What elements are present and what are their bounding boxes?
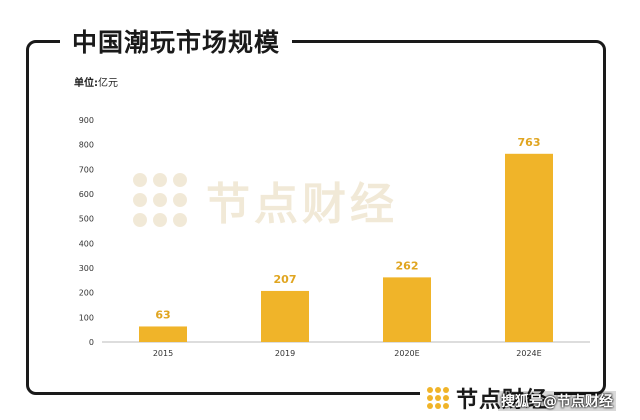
y-tick-label: 100 bbox=[79, 313, 94, 322]
y-tick-label: 900 bbox=[79, 116, 94, 125]
y-tick-label: 500 bbox=[79, 215, 94, 224]
dot-grid-logo-icon bbox=[133, 173, 187, 227]
data-label: 63 bbox=[155, 308, 170, 321]
bar bbox=[139, 326, 187, 342]
chart-title: 中国潮玩市场规模 bbox=[72, 28, 281, 57]
y-tick-label: 600 bbox=[79, 190, 94, 199]
bar bbox=[261, 290, 309, 342]
data-label: 207 bbox=[274, 273, 297, 286]
unit-label: 单位:亿元 bbox=[74, 74, 118, 89]
y-tick-label: 400 bbox=[79, 239, 94, 248]
chart-frame bbox=[26, 40, 606, 395]
footer-dot-grid-icon bbox=[427, 387, 449, 409]
y-tick-label: 700 bbox=[79, 165, 94, 174]
x-tick-label: 2020E bbox=[394, 349, 419, 358]
y-tick-label: 800 bbox=[79, 141, 94, 150]
data-label: 262 bbox=[396, 259, 419, 272]
y-tick-label: 200 bbox=[79, 289, 94, 298]
watermark: 节点财经 bbox=[130, 168, 398, 232]
footer-logo: 节点财经 bbox=[420, 383, 555, 413]
bar bbox=[383, 277, 431, 342]
y-tick-label: 300 bbox=[79, 264, 94, 273]
bar bbox=[505, 153, 553, 342]
footer-brand: 节点财经 bbox=[456, 388, 549, 413]
y-tick-label: 0 bbox=[89, 338, 94, 347]
unit-label-prefix: 单位: bbox=[74, 78, 98, 89]
x-tick-label: 2015 bbox=[153, 349, 173, 358]
x-tick-label: 2024E bbox=[516, 349, 541, 358]
watermark-text: 节点财经 bbox=[206, 179, 398, 230]
unit-label-value: 亿元 bbox=[98, 78, 118, 89]
x-tick-label: 2019 bbox=[275, 349, 295, 358]
data-label: 763 bbox=[518, 136, 541, 149]
source-credit: 搜狐号@节点财经 bbox=[498, 391, 616, 411]
title-wrap: 中国潮玩市场规模 bbox=[60, 24, 293, 58]
